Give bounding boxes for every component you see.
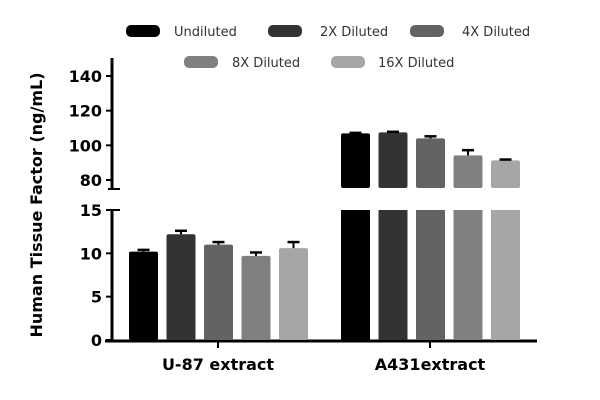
legend-item: 8X Diluted: [184, 56, 300, 71]
bars: [129, 130, 520, 340]
y-axis-title: Human Tissue Factor (ng/mL): [27, 72, 46, 337]
x-category-label: U-87 extract: [162, 355, 274, 374]
legend-label: 16X Diluted: [378, 56, 454, 71]
y-tick-label: 80: [80, 171, 102, 190]
legend-label: 4X Diluted: [462, 25, 530, 40]
legend-item: Undiluted: [126, 25, 237, 40]
bar-rect: [129, 251, 158, 340]
bar: [378, 130, 408, 340]
bar-rect-lower: [491, 210, 520, 340]
bar: [341, 131, 370, 340]
bar-rect-upper: [341, 133, 370, 188]
legend-swatch: [268, 25, 302, 37]
legend-swatch: [331, 56, 365, 68]
legend-swatch: [184, 56, 218, 68]
bar-rect-upper: [453, 155, 483, 188]
bar-rect: [241, 255, 271, 340]
bar: [241, 251, 271, 340]
legend-label: Undiluted: [174, 25, 237, 40]
legend-item: 2X Diluted: [268, 25, 388, 40]
bar-rect: [204, 244, 233, 340]
y-tick-label: 5: [91, 288, 102, 307]
bar-rect-upper: [491, 160, 520, 188]
y-axis-label: Human Tissue Factor (ng/mL): [27, 72, 46, 337]
bar: [416, 135, 445, 340]
y-tick-label: 15: [80, 201, 102, 220]
bar-rect: [166, 234, 196, 340]
y-tick-label: 120: [69, 102, 102, 121]
legend-item: 4X Diluted: [410, 25, 530, 40]
bar: [129, 248, 158, 340]
legend-swatch: [126, 25, 160, 37]
x-axis-categories: U-87 extract A431extract: [162, 341, 486, 374]
legend-swatch: [410, 25, 444, 37]
y-tick-label: 0: [91, 331, 102, 350]
bar-rect-lower: [453, 210, 483, 340]
bar-rect-lower: [341, 210, 370, 340]
bar: [453, 148, 483, 340]
bar: [491, 158, 520, 340]
bar: [204, 240, 233, 340]
legend: Undiluted 2X Diluted 4X Diluted 8X Diluted 1…: [126, 25, 530, 71]
legend-item: 16X Diluted: [331, 56, 454, 71]
bar-rect-lower: [378, 210, 408, 340]
legend-label: 8X Diluted: [232, 56, 300, 71]
bar-rect-upper: [378, 132, 408, 188]
bar: [279, 240, 308, 340]
y-tick-label: 140: [69, 67, 102, 86]
bar-rect: [279, 248, 308, 340]
y-tick-label: 10: [80, 244, 102, 263]
x-category-label: A431extract: [375, 355, 486, 374]
y-tick-label: 100: [69, 136, 102, 155]
axes: 80 100 120 140 0 5 10 15: [69, 58, 537, 350]
bar: [166, 229, 196, 340]
bar-rect-lower: [416, 210, 445, 340]
legend-label: 2X Diluted: [320, 25, 388, 40]
bar-rect-upper: [416, 138, 445, 188]
